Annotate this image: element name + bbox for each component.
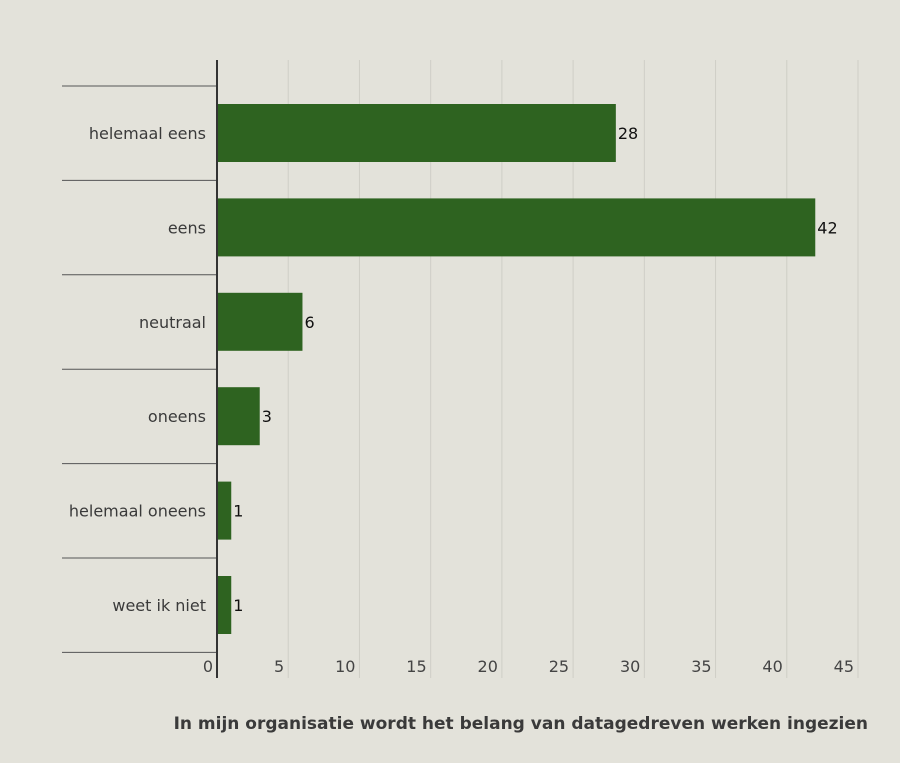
bar-5 xyxy=(217,576,232,634)
data-label: 42 xyxy=(817,218,837,237)
x-tick-label: 35 xyxy=(691,657,711,676)
x-tick-label: 25 xyxy=(549,657,569,676)
x-tick-label: 30 xyxy=(620,657,640,676)
data-label: 28 xyxy=(618,124,638,143)
bar-4 xyxy=(217,481,232,540)
x-tick-label: 10 xyxy=(335,657,355,676)
x-tick-label: 15 xyxy=(406,657,426,676)
category-label: oneens xyxy=(148,407,206,426)
category-label: neutraal xyxy=(139,313,206,332)
bar-3 xyxy=(217,387,260,446)
x-tick-label: 20 xyxy=(478,657,498,676)
category-label: helemaal oneens xyxy=(69,502,206,521)
data-label: 3 xyxy=(262,407,272,426)
data-label: 6 xyxy=(304,313,314,332)
category-label: helemaal eens xyxy=(89,124,206,143)
x-tick-label: 5 xyxy=(274,657,284,676)
x-tick-label: 40 xyxy=(762,657,782,676)
x-tick-label: 0 xyxy=(203,657,213,676)
bar-1 xyxy=(217,198,816,257)
bars: 28 42 6 3 1 1 xyxy=(217,104,838,634)
category-labels: helemaal eens eens neutraal oneens helemaal … xyxy=(69,124,206,615)
category-label: weet ik niet xyxy=(112,596,206,615)
x-tick-label: 45 xyxy=(834,657,854,676)
data-label: 1 xyxy=(233,596,243,615)
chart-title: In mijn organisatie wordt het belang van… xyxy=(174,714,868,734)
bar-2 xyxy=(217,292,303,351)
x-tick-labels: 0 5 10 15 20 25 30 35 40 45 xyxy=(203,657,854,676)
gridlines xyxy=(287,60,859,678)
category-separators xyxy=(62,85,217,653)
category-label: eens xyxy=(168,218,206,237)
bar-0 xyxy=(217,104,616,162)
data-label: 1 xyxy=(233,502,243,521)
